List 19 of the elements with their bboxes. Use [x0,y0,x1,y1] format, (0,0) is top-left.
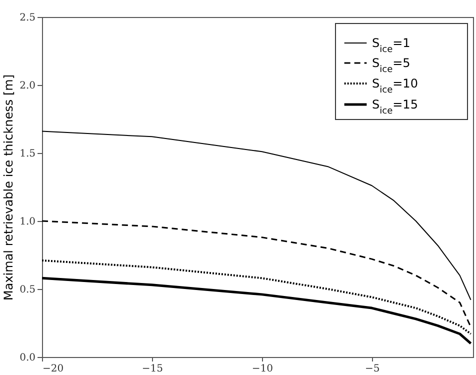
y-tick-label: 2.5 [20,12,36,24]
y-tick-label: 1.0 [20,216,36,228]
y-axis-title: Maximal retrievable ice thickness [m] [2,74,16,301]
y-tick-label: 0.0 [20,352,36,364]
legend-label: S$_{ice}$=10 [372,76,418,96]
y-tick-label: 0.5 [20,284,36,296]
y-tick-label: 2.0 [20,80,36,92]
line-series [42,220,472,328]
legend-label: S$_{ice}$=1 [372,36,410,55]
x-tick-label: −15 [142,364,164,374]
line-series [42,259,472,335]
legend-label: S$_{ice}$=15 [372,98,418,116]
x-tick-label: −5 [364,364,380,374]
y-tick-label: 1.5 [20,148,36,160]
line-series [42,276,472,345]
x-tick-label: −20 [42,364,64,374]
line-series [42,130,472,300]
x-tick-label: −10 [252,364,273,374]
legend-label: S$_{ice}$=5 [372,56,410,75]
